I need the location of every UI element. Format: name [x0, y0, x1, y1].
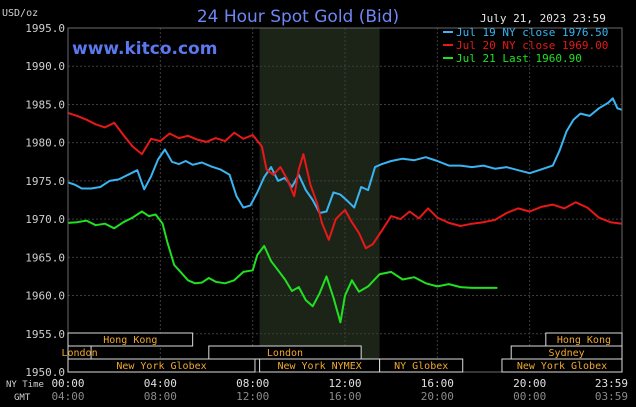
- series-line: [67, 111, 623, 250]
- x-tick-label-ny: 04:00: [144, 377, 177, 390]
- session-label: New York Globex: [116, 361, 206, 372]
- x-axis: 00:0004:0004:0008:0008:0012:0012:0016:00…: [51, 377, 628, 403]
- x-tick-label-ny: 20:00: [513, 377, 546, 390]
- session-label: Hong Kong: [557, 335, 611, 346]
- x-tick-label-gmt: 16:00: [328, 390, 361, 403]
- session-bar: [379, 358, 464, 373]
- session-label: Hong Kong: [103, 335, 157, 346]
- legend-entry: Jul 19 NY close 1976.50: [456, 26, 608, 39]
- series-lines: [67, 97, 623, 324]
- session-bar: [501, 358, 623, 373]
- session-bar: [67, 332, 194, 347]
- x-tick-label-gmt: 03:59: [595, 390, 628, 403]
- y-tick-label: 1985.0: [25, 98, 65, 111]
- x-tick-label-ny: 12:00: [328, 377, 361, 390]
- series-line: [67, 210, 498, 324]
- session-label: London: [61, 348, 97, 359]
- y-tick-label: 1990.0: [25, 60, 65, 73]
- session-label: London: [267, 348, 303, 359]
- x-tick-label-gmt: 20:00: [421, 390, 454, 403]
- legend-entry: Jul 20 NY close 1969.00: [456, 39, 608, 52]
- x-tick-label-gmt: 04:00: [51, 390, 84, 403]
- session-label: Sydney: [549, 348, 585, 359]
- gmt-label: GMT: [14, 393, 31, 403]
- ny-time-label: NY Time: [6, 380, 44, 390]
- session-bars: Hong Kong Hong Kong London London Sydney New …: [61, 332, 623, 373]
- x-tick-label-gmt: 12:00: [236, 390, 269, 403]
- y-tick-label: 1955.0: [25, 328, 65, 341]
- y-tick-label: 1995.0: [25, 22, 65, 35]
- series-line: [67, 97, 623, 214]
- x-tick-label-ny: 00:00: [51, 377, 84, 390]
- y-unit-label: USD/oz: [2, 8, 38, 19]
- session-bar: [67, 358, 256, 373]
- x-tick-label-gmt: 00:00: [513, 390, 546, 403]
- trading-session-shade: [259, 28, 380, 372]
- date-label: July 21, 2023 23:59: [480, 12, 606, 25]
- x-tick-label-ny: 08:00: [236, 377, 269, 390]
- y-tick-label: 1950.0: [25, 366, 65, 379]
- y-tick-label: 1970.0: [25, 213, 65, 226]
- session-label: NY Globex: [394, 361, 448, 372]
- y-tick-label: 1960.0: [25, 290, 65, 303]
- y-tick-label: 1975.0: [25, 175, 65, 188]
- y-tick-label: 1980.0: [25, 137, 65, 150]
- legend-entry: Jul 21 Last 1960.90: [456, 52, 582, 65]
- y-tick-label: 1965.0: [25, 251, 65, 264]
- y-axis: 1995.0 1990.0 1985.0 1980.0 1975.0 1970.0 1965…: [25, 22, 65, 379]
- x-tick-label-ny: 16:00: [421, 377, 454, 390]
- x-tick-label-gmt: 08:00: [144, 390, 177, 403]
- x-tick-label-ny: 23:59: [595, 377, 628, 390]
- session-label: New York NYMEX: [277, 361, 361, 372]
- chart-title: 24 Hour Spot Gold (Bid): [197, 7, 399, 27]
- watermark: www.kitco.com: [72, 39, 217, 59]
- session-label: New York Globex: [517, 361, 607, 372]
